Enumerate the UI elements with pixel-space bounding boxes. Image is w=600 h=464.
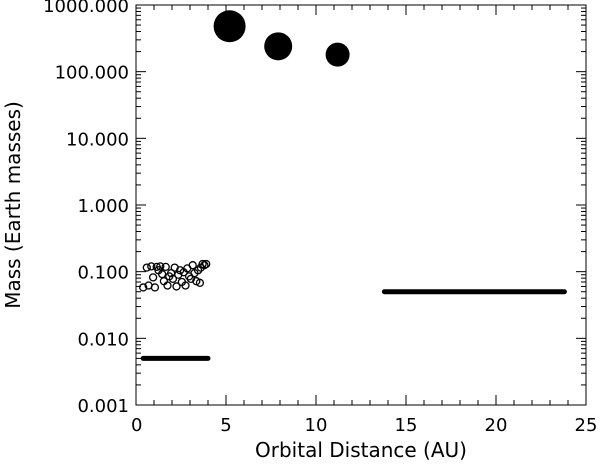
- x-tick-label: 5: [220, 415, 231, 436]
- planetesimal-marker: [172, 282, 181, 291]
- planetesimal-marker: [202, 259, 211, 269]
- y-axis-ticks: 0.001 0.010 0.100 1.000 10.000 100.000 1000.00…: [43, 0, 586, 417]
- x-tick-label: 20: [485, 415, 508, 436]
- planet-marker: [213, 10, 246, 43]
- planetesimal-marker: [148, 273, 158, 282]
- planetesimal-marker: [181, 281, 190, 290]
- planetesimal-marker: [198, 259, 207, 269]
- y-tick-label: 1000.000: [43, 0, 129, 17]
- planetesimal-marker: [147, 262, 156, 271]
- x-tick-label: 10: [305, 415, 328, 436]
- y-tick-label: 0.010: [77, 329, 129, 350]
- planetesimal-marker: [193, 266, 203, 275]
- planetesimal-marker: [200, 261, 209, 270]
- x-tick-label: 25: [575, 415, 598, 436]
- planetesimal-marker: [161, 262, 170, 272]
- planetesimal-marker: [139, 283, 148, 292]
- planet-marker: [264, 32, 293, 61]
- y-tick-label: 10.000: [66, 129, 129, 150]
- planetesimal-marker: [150, 283, 160, 292]
- y-tick-label: 100.000: [55, 63, 129, 84]
- y-tick-label: 0.100: [77, 263, 129, 284]
- plot-frame: [135, 4, 587, 406]
- y-axis-label: Mass (Earth masses): [1, 101, 25, 309]
- x-tick-label: 15: [395, 415, 418, 436]
- planetesimal-marker: [142, 263, 151, 272]
- planetesimal-marker: [195, 278, 205, 287]
- planet-marker: [325, 42, 350, 67]
- y-tick-label: 1.000: [77, 196, 129, 217]
- x-axis-ticks: 0 5 10 15 20 25: [131, 5, 597, 436]
- y-tick-label: 0.001: [77, 396, 129, 417]
- x-tick-label: 0: [131, 415, 142, 436]
- x-axis-label: Orbital Distance (AU): [255, 438, 467, 462]
- planetesimal-marker: [163, 281, 172, 290]
- planetesimal-marker: [188, 261, 197, 270]
- chart-marks: [139, 10, 567, 361]
- planetesimal-marker: [156, 262, 165, 271]
- planetesimal-marker: [168, 274, 178, 284]
- planetesimal-marker: [186, 274, 196, 284]
